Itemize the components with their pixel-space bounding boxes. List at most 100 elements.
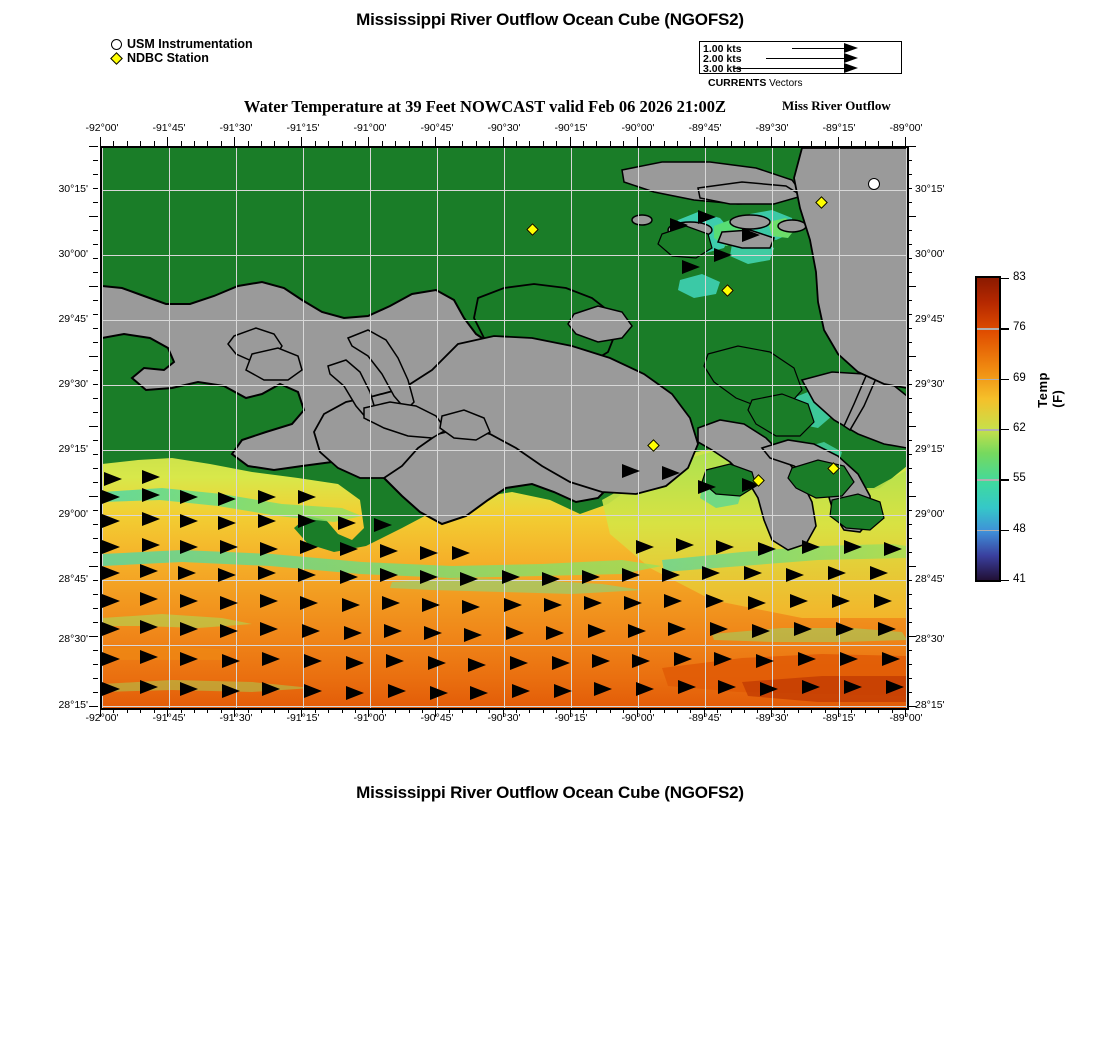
axis-minor-tick: [93, 552, 98, 553]
axis-minor-tick: [93, 622, 98, 623]
axis-minor-tick: [93, 468, 98, 469]
axis-minor-tick: [907, 398, 912, 399]
y-tick-label-right: 30°15': [915, 183, 945, 195]
station-legend: USM Instrumentation NDBC Station: [110, 37, 253, 65]
axis-major-tick: [907, 566, 916, 567]
axis-minor-tick: [907, 608, 912, 609]
axis-minor-tick: [650, 708, 652, 713]
axis-minor-tick: [274, 141, 276, 146]
axis-minor-tick: [891, 141, 893, 146]
axis-minor-tick: [93, 678, 98, 679]
colorbar-title: Temp (F): [1035, 372, 1065, 408]
x-tick-label-bottom: -90°15': [554, 712, 588, 724]
vector-scale-row-2: 2.00 kts: [703, 53, 742, 64]
y-tick-label: 29°30': [58, 378, 88, 390]
ndbc-station-marker[interactable]: [815, 196, 828, 209]
axis-minor-tick: [851, 141, 853, 146]
axis-minor-tick: [623, 708, 625, 713]
axis-minor-tick: [851, 708, 853, 713]
axis-minor-tick: [824, 708, 826, 713]
axis-major-tick: [89, 496, 98, 497]
axis-minor-tick: [757, 141, 759, 146]
axis-minor-tick: [287, 708, 289, 713]
axis-minor-tick: [93, 188, 98, 189]
legend-item-ndbc: NDBC Station: [110, 51, 253, 65]
axis-minor-tick: [907, 258, 912, 259]
axis-minor-tick: [93, 230, 98, 231]
axis-major-tick: [770, 137, 772, 146]
x-tick-label: -90°15': [554, 122, 588, 134]
axis-minor-tick: [93, 594, 98, 595]
usm-instrumentation-marker[interactable]: [868, 178, 880, 190]
axis-minor-tick: [907, 328, 912, 329]
ndbc-station-marker[interactable]: [647, 439, 660, 452]
axis-minor-tick: [529, 708, 531, 713]
ndbc-station-marker[interactable]: [827, 462, 840, 475]
axis-minor-tick: [475, 141, 477, 146]
axis-major-tick: [435, 708, 437, 717]
colorbar-tick-label: 55: [1013, 472, 1026, 485]
axis-minor-tick: [878, 141, 880, 146]
x-tick-label: -92°00': [85, 122, 119, 134]
axis-minor-tick: [907, 202, 912, 203]
axis-major-tick: [234, 137, 236, 146]
axis-minor-tick: [93, 384, 98, 385]
axis-major-tick: [301, 137, 303, 146]
x-tick-label-bottom: -89°15': [822, 712, 856, 724]
axis-minor-tick: [623, 141, 625, 146]
vector-scale-label-3: 3.00 kts: [703, 62, 742, 75]
axis-major-tick: [907, 706, 916, 707]
axis-minor-tick: [354, 141, 356, 146]
colorbar-tick-label: 48: [1013, 522, 1026, 535]
axis-minor-tick: [907, 580, 912, 581]
axis-major-tick: [89, 706, 98, 707]
vector-scale-row-1: 1.00 kts: [703, 43, 742, 54]
x-tick-label-bottom: -90°30': [487, 712, 521, 724]
axis-minor-tick: [596, 141, 598, 146]
axis-minor-tick: [207, 141, 209, 146]
axis-major-tick: [89, 216, 98, 217]
y-tick-label: 29°00': [58, 508, 88, 520]
axis-minor-tick: [93, 580, 98, 581]
axis-major-tick: [837, 137, 839, 146]
axis-major-tick: [435, 137, 437, 146]
y-tick-label-right: 29°45': [915, 313, 945, 325]
map-panel[interactable]: [100, 146, 909, 710]
colorbar-tick: [1001, 529, 1009, 532]
axis-minor-tick: [93, 160, 98, 161]
axis-minor-tick: [784, 708, 786, 713]
colorbar-tick-label: 62: [1013, 422, 1026, 434]
ndbc-station-marker[interactable]: [721, 284, 734, 297]
axis-minor-tick: [381, 708, 383, 713]
region-label: Miss River Outflow: [782, 98, 891, 113]
axis-major-tick: [100, 137, 101, 146]
x-tick-label-bottom: -91°45': [152, 712, 186, 724]
axis-minor-tick: [207, 708, 209, 713]
station-markers[interactable]: [102, 148, 907, 708]
y-tick-label: 30°00': [58, 248, 88, 260]
vector-arrow-2: [766, 53, 896, 64]
ndbc-station-marker[interactable]: [526, 223, 539, 236]
axis-minor-tick: [907, 510, 912, 511]
x-tick-label-bottom: -91°30': [219, 712, 253, 724]
axis-minor-tick: [408, 141, 410, 146]
axis-minor-tick: [609, 141, 611, 146]
axis-minor-tick: [907, 188, 912, 189]
y-tick-label-right: 29°30': [915, 378, 945, 390]
axis-minor-tick: [907, 342, 912, 343]
x-tick-label-bottom: -91°00': [353, 712, 387, 724]
axis-minor-tick: [907, 314, 912, 315]
axis-minor-tick: [93, 692, 98, 693]
axis-major-tick: [569, 708, 571, 717]
ndbc-station-marker[interactable]: [752, 474, 765, 487]
axis-minor-tick: [93, 398, 98, 399]
axis-major-tick: [907, 146, 916, 147]
axis-minor-tick: [907, 244, 912, 245]
axis-major-tick: [636, 137, 638, 146]
axis-minor-tick: [140, 141, 142, 146]
axis-minor-tick: [907, 468, 912, 469]
axis-minor-tick: [542, 708, 544, 713]
axis-minor-tick: [891, 708, 893, 713]
x-tick-label: -91°15': [286, 122, 320, 134]
axis-minor-tick: [93, 300, 98, 301]
